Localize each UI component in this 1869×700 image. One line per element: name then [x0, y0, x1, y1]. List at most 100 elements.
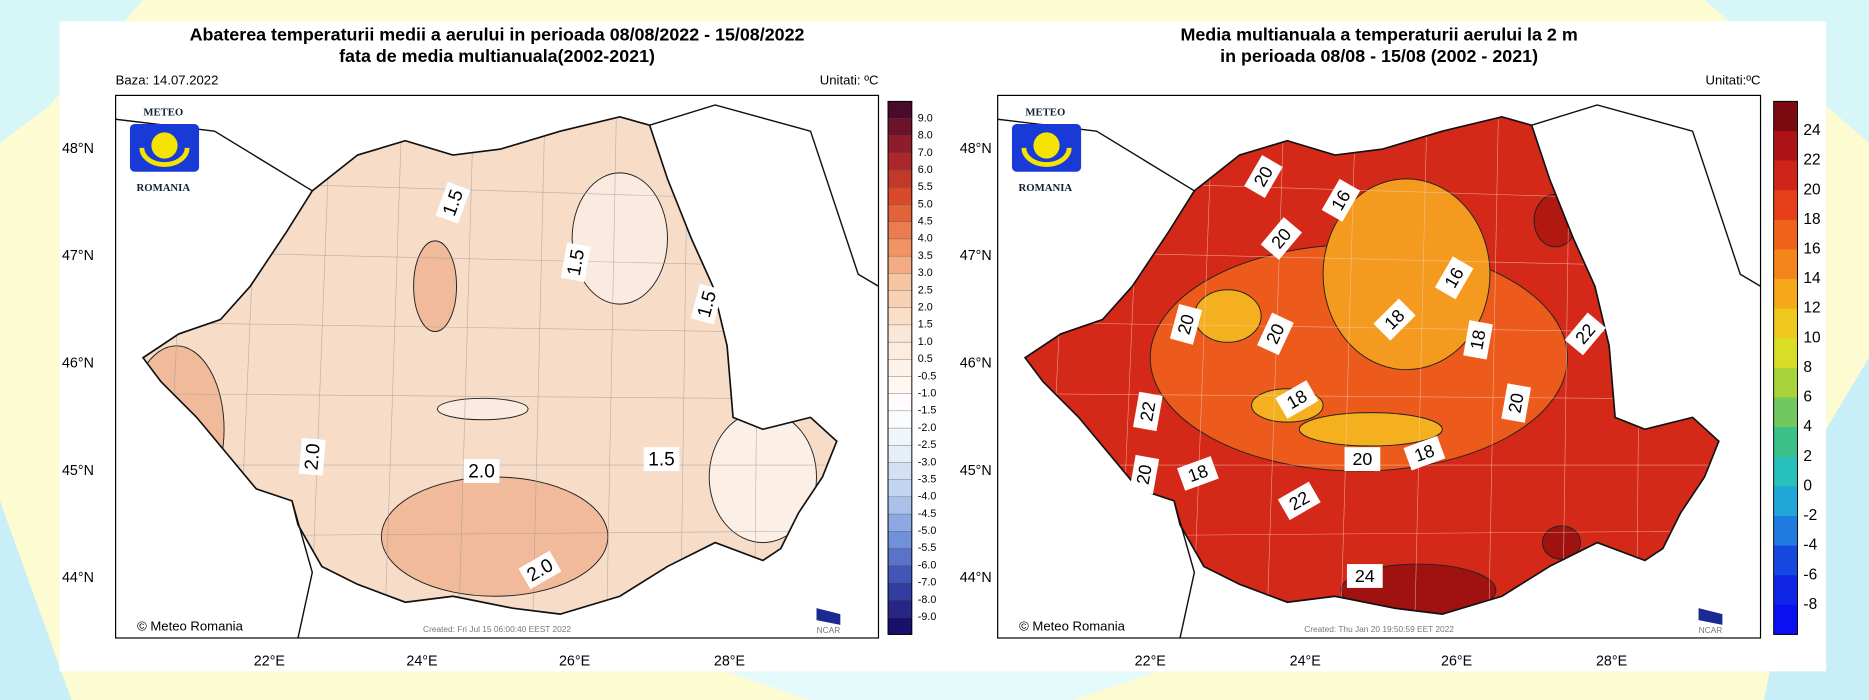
colorbar-box — [887, 565, 913, 584]
lon-label: 26°E — [559, 654, 590, 670]
county-line — [458, 119, 474, 615]
contour-area — [1193, 289, 1262, 343]
contour-label: 20 — [1257, 312, 1294, 356]
created: Created: Fri Jul 15 06:00:40 EEST 2022 — [423, 624, 571, 634]
label-box — [1133, 391, 1163, 432]
colorbar-label: 8.0 — [918, 130, 933, 142]
lat-label: 46°N — [62, 355, 94, 371]
colorbar-label: 24 — [1803, 122, 1821, 139]
label-box — [298, 437, 326, 476]
colorbar-box — [887, 238, 913, 257]
colorbar-label: -2 — [1803, 507, 1817, 524]
lat-label: 44°N — [960, 570, 992, 586]
bg-shape — [715, 667, 1169, 700]
ncar: NCAR — [1699, 625, 1723, 635]
lat-label: 45°N — [960, 463, 992, 479]
contour-value: 2.0 — [301, 443, 324, 471]
colorbar-label: -3.5 — [918, 473, 937, 485]
colorbar-label: -2.0 — [918, 422, 937, 434]
lon-label: 22°E — [254, 654, 285, 670]
country-border — [1023, 116, 1720, 615]
colorbar-label: 2.0 — [918, 302, 933, 314]
label-box — [1244, 155, 1283, 198]
colorbar-box — [1773, 249, 1798, 280]
lat-label: 48°N — [960, 141, 992, 157]
logo-text: ROMANIA — [137, 182, 191, 194]
contour-area — [571, 172, 668, 305]
lat-label: 45°N — [62, 463, 94, 479]
colorbar-label: -1.5 — [918, 405, 937, 417]
contour-label: 18 — [1177, 456, 1219, 491]
ncar: NCAR — [817, 625, 841, 635]
neighbor-border — [1531, 104, 1761, 287]
colorbar-label: -4.5 — [918, 508, 937, 520]
colorbar-box — [887, 496, 913, 515]
colorbar-label: 3.0 — [918, 267, 933, 279]
colorbar-label: -5.0 — [918, 525, 937, 537]
logo-text: ROMANIA — [1019, 182, 1073, 194]
colorbar-box — [887, 273, 913, 292]
colorbar-label: -6 — [1803, 566, 1817, 583]
lat-label: 47°N — [960, 248, 992, 264]
label-box — [1275, 380, 1319, 419]
colorbar-box — [1773, 456, 1798, 487]
colorbar-label: 0.5 — [918, 353, 933, 365]
colorbar-box — [887, 513, 913, 532]
map — [115, 95, 879, 638]
label-box — [1277, 481, 1321, 521]
colorbar-box — [1773, 545, 1798, 576]
logo-sun — [151, 132, 178, 159]
colorbar-box — [887, 255, 913, 274]
colorbar-label: 8 — [1803, 359, 1812, 376]
colorbar-label: 1.5 — [918, 319, 933, 331]
county-line — [384, 119, 402, 615]
colorbar-label: 0 — [1803, 477, 1812, 494]
colorbar-box — [887, 427, 913, 446]
contour-label: 20 — [1169, 303, 1203, 345]
contour-label: 20 — [1344, 447, 1381, 472]
lat-label: 44°N — [62, 570, 94, 586]
label-box — [1177, 456, 1219, 491]
contour-area — [436, 397, 529, 421]
map-title: Media multianuala a temperaturii aerului… — [1180, 24, 1577, 44]
label-box — [690, 283, 723, 325]
label-box — [1129, 454, 1160, 495]
contour-value: 22 — [1136, 400, 1159, 423]
colorbar-frame — [1773, 100, 1798, 635]
colorbar-frame — [887, 100, 913, 635]
colorbar-label: 1.0 — [918, 336, 933, 348]
colorbar-box — [887, 290, 913, 309]
ncar-logo — [816, 608, 841, 625]
colorbar-box — [1773, 367, 1798, 398]
label-box — [1564, 312, 1606, 356]
contour-label: 22 — [1133, 391, 1163, 432]
credit: © Meteo Romania — [137, 619, 244, 634]
contour-area — [1298, 412, 1443, 447]
colorbar-box — [887, 462, 913, 481]
contour-label: 24 — [1346, 564, 1383, 588]
colorbar-label: 10 — [1803, 329, 1820, 346]
logo-sun — [1033, 132, 1060, 159]
county-line — [532, 119, 546, 615]
colorbar-label: 16 — [1803, 241, 1820, 258]
contour-value: 18 — [1466, 328, 1489, 351]
colorbar-box — [887, 307, 913, 326]
lon-label: 24°E — [406, 654, 437, 670]
contour-label: 2.0 — [463, 459, 500, 483]
contour-value: 2.0 — [468, 461, 494, 482]
colorbar-label: -7.0 — [918, 577, 937, 589]
colorbar-box — [887, 135, 913, 154]
created: Created: Thu Jan 20 19:50:59 EET 2022 — [1304, 624, 1454, 634]
colorbar-label: -6.0 — [918, 559, 937, 571]
neighbor-border — [649, 104, 879, 287]
neighbor-border — [997, 118, 1195, 192]
neighbor-border — [1173, 500, 1196, 638]
neighbor-border — [291, 500, 314, 638]
label-box — [518, 550, 562, 590]
colorbar-label: -4.0 — [918, 491, 937, 503]
label-box — [1321, 178, 1361, 222]
colorbar-label: -5.5 — [918, 542, 937, 554]
contour-area — [1322, 178, 1491, 371]
contour-value: 20 — [1133, 463, 1156, 486]
lon-label: 26°E — [1441, 654, 1472, 670]
